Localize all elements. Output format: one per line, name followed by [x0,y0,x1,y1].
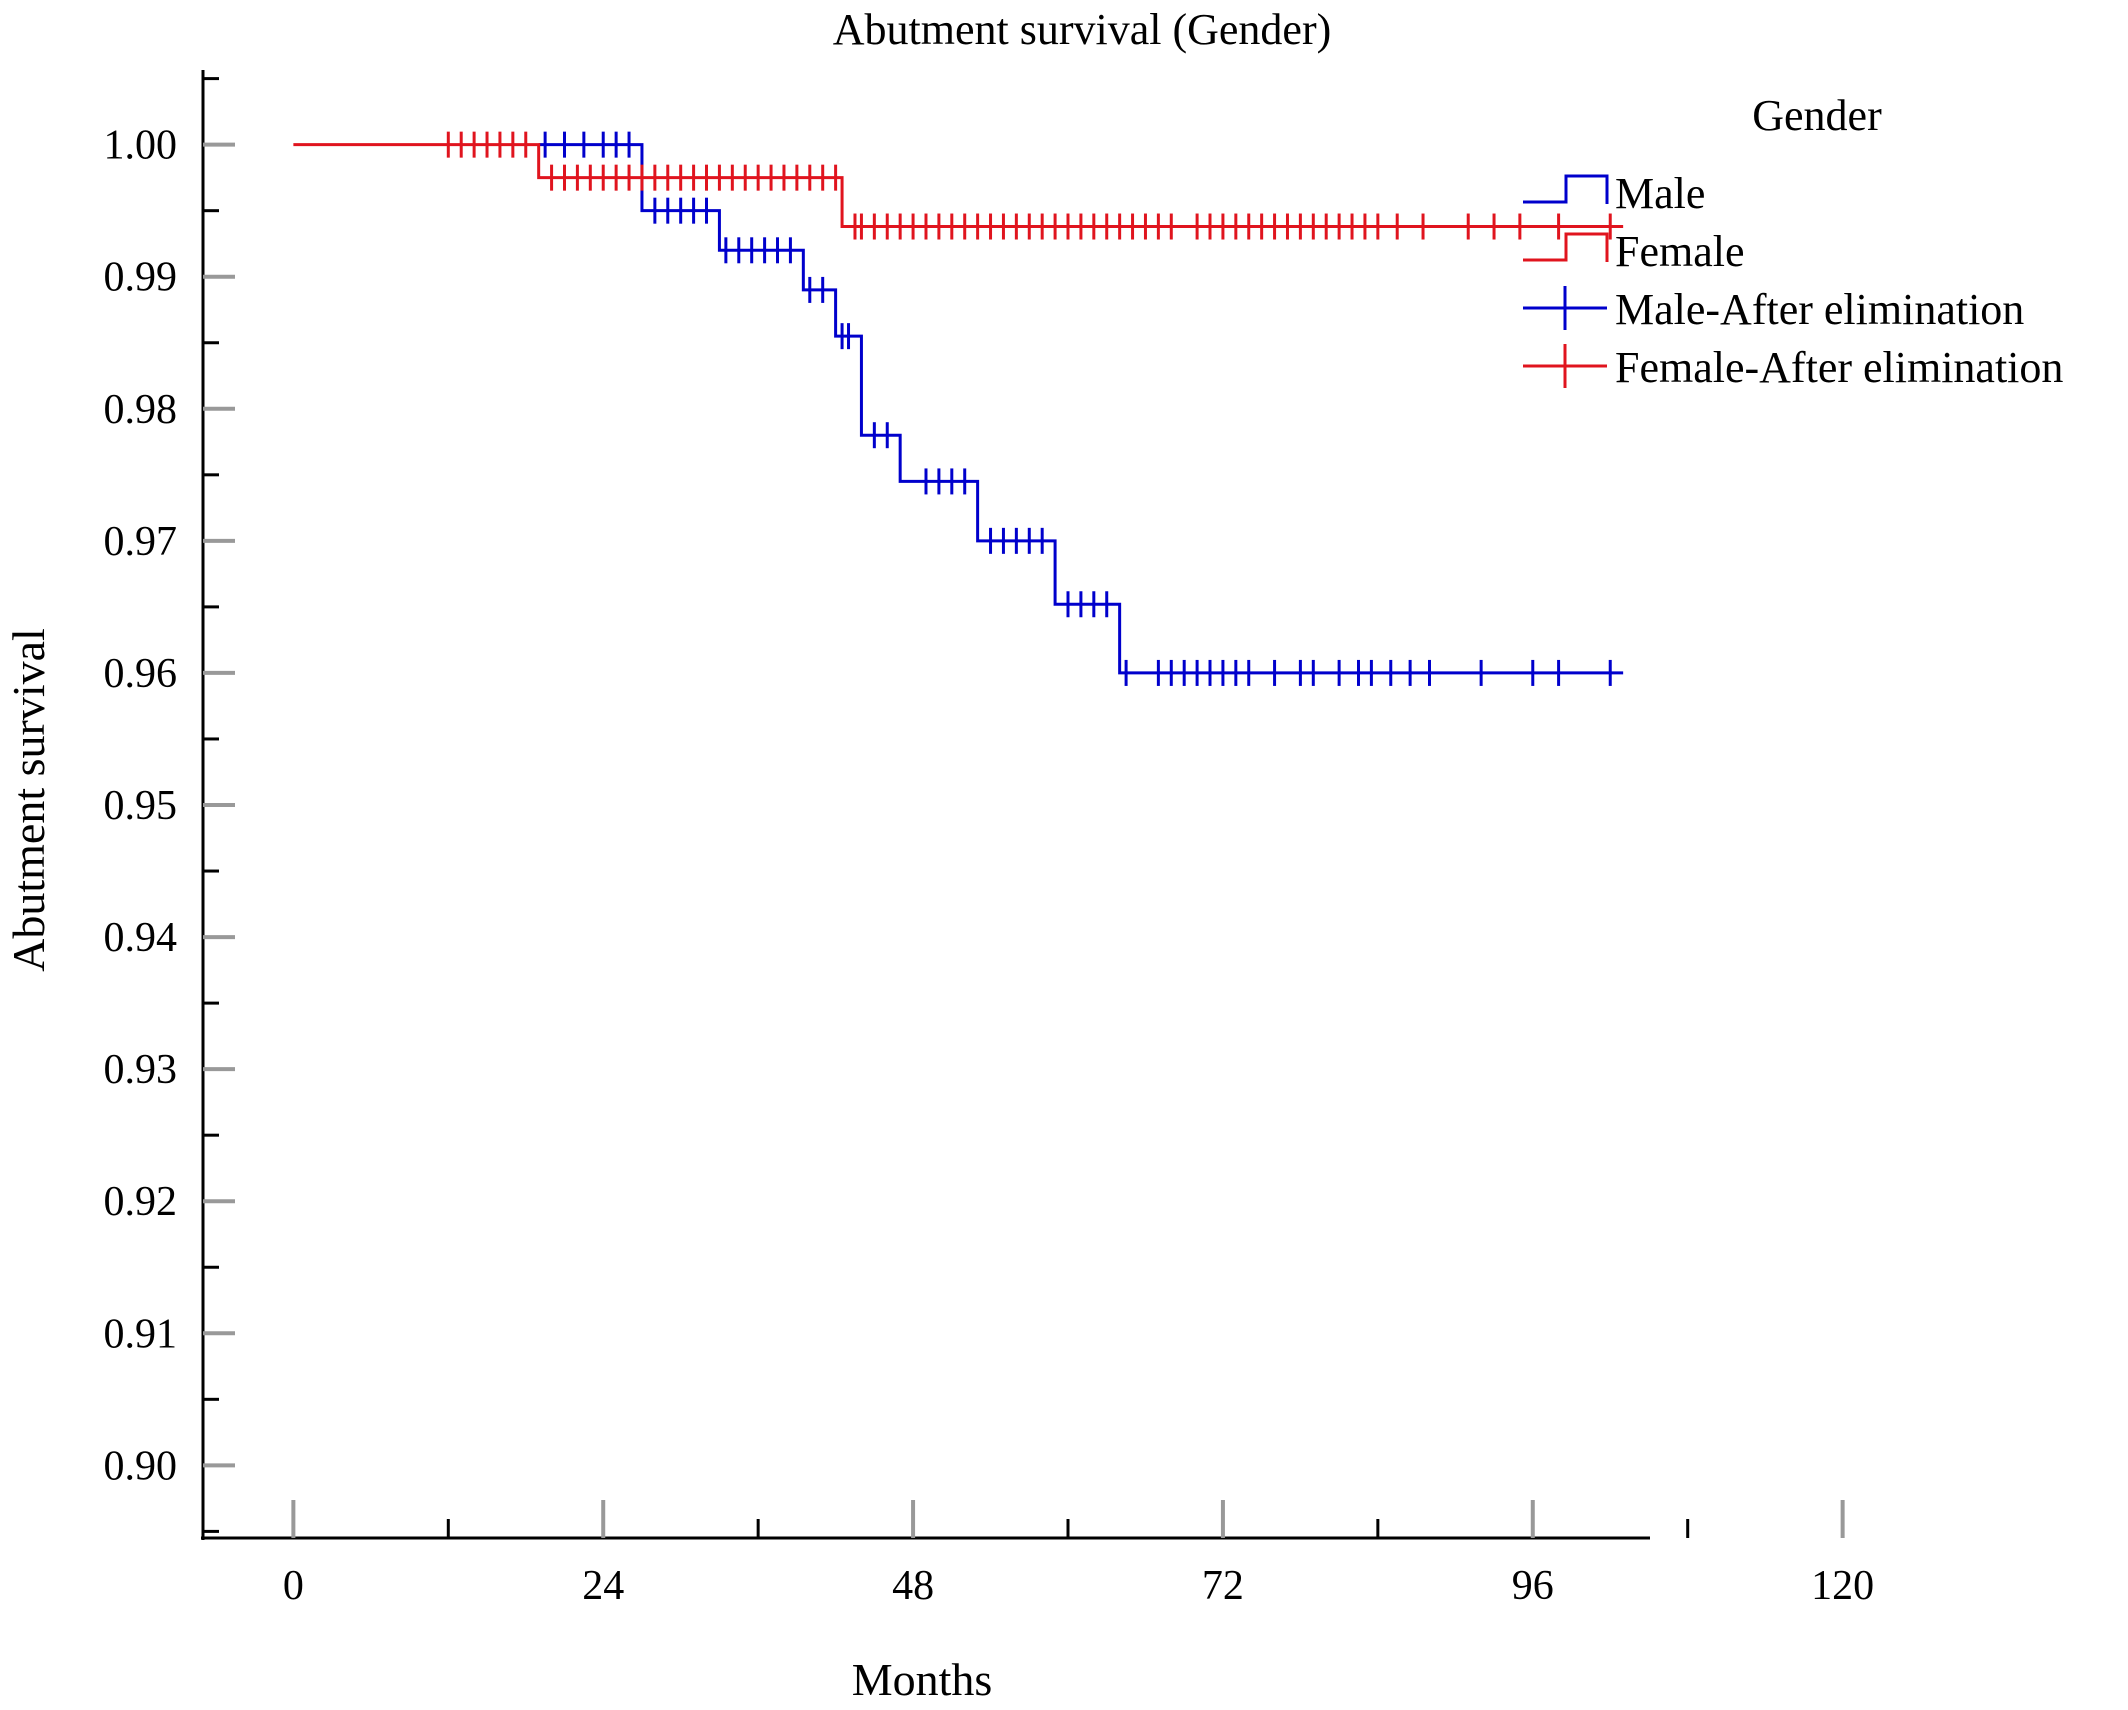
y-tick-label: 0.94 [104,915,178,961]
chart-title: Abutment survival (Gender) [833,5,1332,54]
legend-label: Male [1615,169,1705,218]
legend-label: Female-After elimination [1615,343,2063,392]
legend-title: Gender [1752,91,1882,140]
x-tick-label: 96 [1512,1563,1554,1609]
legend-item: Female [1523,227,1745,276]
x-tick-label: 72 [1202,1563,1244,1609]
legend-item: Male-After elimination [1523,285,2024,334]
survival-step-line [293,143,1624,229]
legend-label: Male-After elimination [1615,285,2024,334]
y-tick-label: 0.91 [104,1311,178,1357]
x-axis-label: Months [852,1654,993,1705]
x-tick-label: 120 [1811,1563,1874,1609]
legend-swatch [1523,174,1609,204]
y-tick-label: 1.00 [104,123,178,169]
survival-step-line [538,143,1624,675]
y-tick-label: 0.93 [104,1047,178,1093]
legend-item: Female-After elimination [1523,343,2063,392]
y-tick-label: 0.96 [104,651,178,697]
y-tick-label: 0.97 [104,519,178,565]
series-male [538,131,1624,686]
axes: 0.90 0.91 0.92 0.93 0.94 0.95 0.96 0.97 0.98 0.99… [104,70,1874,1609]
x-tick-label: 0 [283,1563,304,1609]
plot-area [293,131,1624,686]
x-tick-label: 48 [892,1563,934,1609]
legend-item: Male [1523,169,1705,218]
y-tick-label: 0.90 [104,1443,178,1489]
y-tick-label: 0.99 [104,255,178,301]
x-tick-label: 24 [582,1563,624,1609]
y-tick-label: 0.92 [104,1179,178,1225]
series-female [293,131,1624,240]
y-axis-label: Abutment survival [3,628,54,972]
y-tick-label: 0.95 [104,783,178,829]
y-tick-label: 0.98 [104,387,178,433]
legend: Gender Male Female Male-After elimination F… [1523,91,2063,392]
legend-label: Female [1615,227,1745,276]
legend-swatch [1523,232,1609,262]
